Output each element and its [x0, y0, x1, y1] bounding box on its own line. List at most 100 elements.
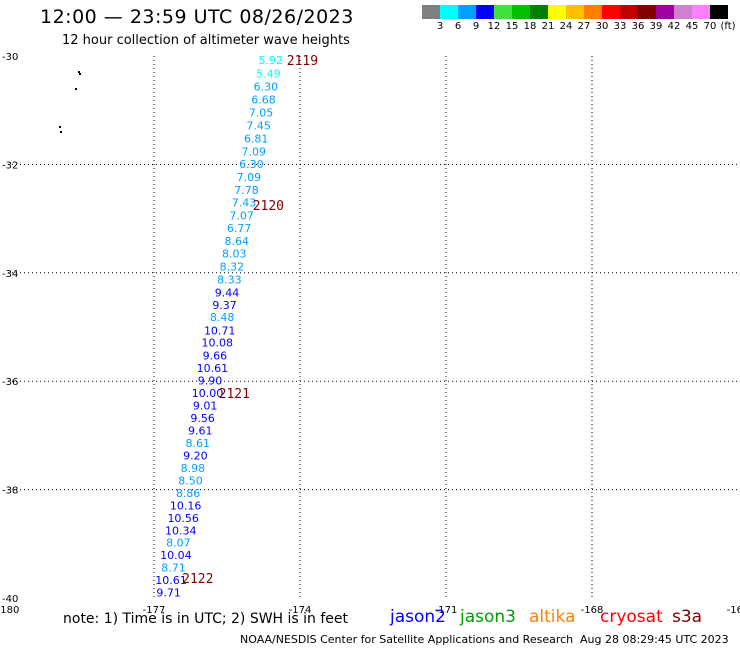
legend-label: 30 — [595, 21, 609, 32]
legend-swatch — [584, 5, 602, 19]
swh-value: 9.20 — [183, 449, 208, 462]
credit-text: NOAA/NESDIS Center for Satellite Applica… — [240, 633, 574, 646]
swh-value: 6.30 — [239, 158, 264, 171]
x-tick-label: -174 — [289, 605, 312, 616]
swh-value: 9.01 — [193, 400, 218, 413]
map-dots — [59, 71, 81, 133]
legend-swatch — [458, 5, 476, 19]
satellite-cryosat: cryosat — [600, 607, 663, 627]
swh-value: 8.48 — [210, 311, 235, 324]
swh-value: 10.34 — [165, 524, 197, 537]
grid-lines — [8, 56, 738, 598]
legend-swatch — [548, 5, 566, 19]
time-label: 2122 — [182, 572, 213, 587]
swh-value: 6.68 — [251, 93, 276, 106]
swh-value: 6.30 — [254, 80, 279, 93]
color-legend: 3 6 9 12 15 18 21 24 27 30 33 36 39 42 45 70 (ft) — [422, 5, 736, 33]
x-tick-label: -165 — [727, 605, 740, 616]
swh-value: 8.71 — [161, 562, 186, 575]
legend-swatches — [422, 5, 728, 19]
swh-value: 5.92 — [259, 54, 284, 67]
swh-value: 7.09 — [237, 171, 262, 184]
legend-labels: 3 6 9 12 15 18 21 24 27 30 33 36 39 42 45 70 (ft) — [422, 19, 736, 33]
satellite-altika: altika — [529, 607, 576, 627]
legend-swatch — [656, 5, 674, 19]
swh-value: 8.33 — [217, 273, 242, 286]
legend-swatch — [602, 5, 620, 19]
y-tick-label: -32 — [2, 160, 18, 171]
legend-swatch — [566, 5, 584, 19]
swh-value: 10.00 — [192, 387, 224, 400]
legend-label: 12 — [487, 21, 501, 32]
swh-value: 8.86 — [176, 487, 201, 500]
axis-ticks: -180 -177 -174 -171 -168 -165 -30 -32 -34 -36 -38 -… — [0, 52, 740, 616]
land-dot — [75, 88, 77, 90]
swh-value: 8.61 — [186, 437, 211, 450]
legend-swatch — [638, 5, 656, 19]
swh-value: 7.78 — [234, 184, 259, 197]
swh-value: 9.37 — [212, 299, 237, 312]
legend-label: 24 — [559, 21, 573, 32]
swh-value: 7.45 — [246, 119, 271, 132]
legend-swatch — [692, 5, 710, 19]
legend-label: 42 — [667, 21, 681, 32]
legend-label: 33 — [613, 21, 627, 32]
swh-value: 7.05 — [249, 106, 274, 119]
legend-label: 70 — [703, 21, 717, 32]
swh-value: 10.08 — [202, 337, 234, 350]
time-label: 2119 — [287, 54, 318, 69]
legend-label: 3 — [436, 21, 444, 32]
legend-label: 6 — [454, 21, 462, 32]
swh-value: 8.64 — [224, 235, 249, 248]
legend-label: 9 — [472, 21, 480, 32]
y-tick-label: -30 — [2, 52, 18, 63]
legend-swatch — [620, 5, 638, 19]
legend-label: 18 — [523, 21, 537, 32]
legend-swatch — [494, 5, 512, 19]
swh-value: 10.56 — [167, 512, 199, 525]
data-marks: 5.925.496.306.687.057.456.817.096.307.09… — [155, 54, 318, 600]
swh-value: 9.44 — [215, 286, 240, 299]
swh-value: 10.61 — [155, 574, 187, 587]
legend-swatch — [530, 5, 548, 19]
swh-value: 9.71 — [156, 587, 181, 600]
x-tick-label: -177 — [143, 605, 166, 616]
legend-label: 45 — [685, 21, 699, 32]
footer-note: note: 1) Time is in UTC; 2) SWH is in fe… — [63, 611, 349, 627]
legend-label: (ft) — [720, 21, 736, 32]
chart-subtitle: 12 hour collection of altimeter wave hei… — [62, 33, 350, 48]
time-label: 2120 — [253, 199, 284, 214]
swh-value: 6.81 — [244, 132, 269, 145]
x-tick-label: -171 — [435, 605, 458, 616]
swh-value: 7.09 — [242, 145, 267, 158]
y-tick-label: -38 — [2, 486, 18, 497]
swh-value: 7.07 — [229, 209, 254, 222]
satellite-jason3: jason3 — [460, 607, 516, 627]
swh-value: 9.66 — [203, 350, 228, 363]
legend-swatch — [512, 5, 530, 19]
legend-swatch — [440, 5, 458, 19]
satellite-jason2: jason2 — [390, 607, 446, 627]
legend-label: 39 — [649, 21, 663, 32]
swh-value: 10.04 — [160, 549, 192, 562]
legend-label: 27 — [577, 21, 591, 32]
land-dot — [79, 73, 81, 75]
legend-swatch — [422, 5, 440, 19]
swh-value: 8.07 — [166, 537, 191, 550]
satellite-s3a: s3a — [672, 607, 703, 627]
swh-value: 7.43 — [232, 196, 257, 209]
swh-value: 6.77 — [227, 222, 252, 235]
x-tick-label: -180 — [0, 605, 19, 616]
swh-value: 10.16 — [170, 499, 202, 512]
chart-title: 12:00 — 23:59 UTC 08/26/2023 — [40, 6, 354, 28]
swh-value: 9.61 — [188, 425, 213, 438]
time-label: 2121 — [219, 387, 250, 402]
swh-value: 5.49 — [256, 67, 281, 80]
swh-value: 8.32 — [220, 260, 245, 273]
y-tick-label: -36 — [2, 377, 18, 388]
y-tick-label: -34 — [2, 269, 18, 280]
land-dot — [78, 71, 80, 73]
swh-value: 8.03 — [222, 247, 247, 260]
swh-value: 8.98 — [181, 462, 206, 475]
